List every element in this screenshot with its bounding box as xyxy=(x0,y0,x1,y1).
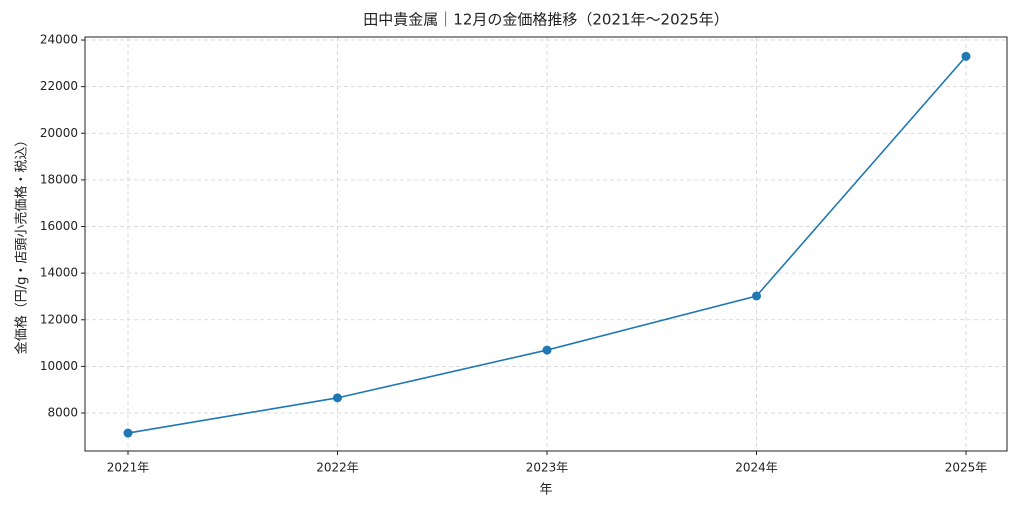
y-tick-label: 22000 xyxy=(40,79,78,93)
x-tick-label: 2023年 xyxy=(526,461,569,475)
x-tick-label: 2025年 xyxy=(945,461,988,475)
marker xyxy=(752,291,761,301)
y-tick-label: 12000 xyxy=(40,312,78,326)
y-tick-label: 20000 xyxy=(40,126,78,140)
x-tick-label: 2024年 xyxy=(735,461,778,475)
marker xyxy=(123,428,133,438)
y-tick-label: 18000 xyxy=(40,172,78,186)
y-tick-label: 14000 xyxy=(40,266,78,280)
y-tick-label: 16000 xyxy=(40,219,78,233)
y-tick-label: 10000 xyxy=(40,359,78,373)
chart-title: 田中貴金属｜12月の金価格推移（2021年〜2025年） xyxy=(363,11,728,29)
x-axis-label: 年 xyxy=(539,483,552,498)
y-tick-label: 8000 xyxy=(47,406,78,420)
marker xyxy=(961,51,971,61)
y-tick-label: 24000 xyxy=(40,33,78,47)
y-axis-label: 金価格（円/g・店頭小売価格・税込） xyxy=(14,134,30,355)
marker xyxy=(542,345,552,355)
plot-frame xyxy=(84,36,1008,452)
x-tick-label: 2021年 xyxy=(107,461,150,475)
marker xyxy=(333,393,342,403)
x-tick-label: 2022年 xyxy=(316,461,359,475)
